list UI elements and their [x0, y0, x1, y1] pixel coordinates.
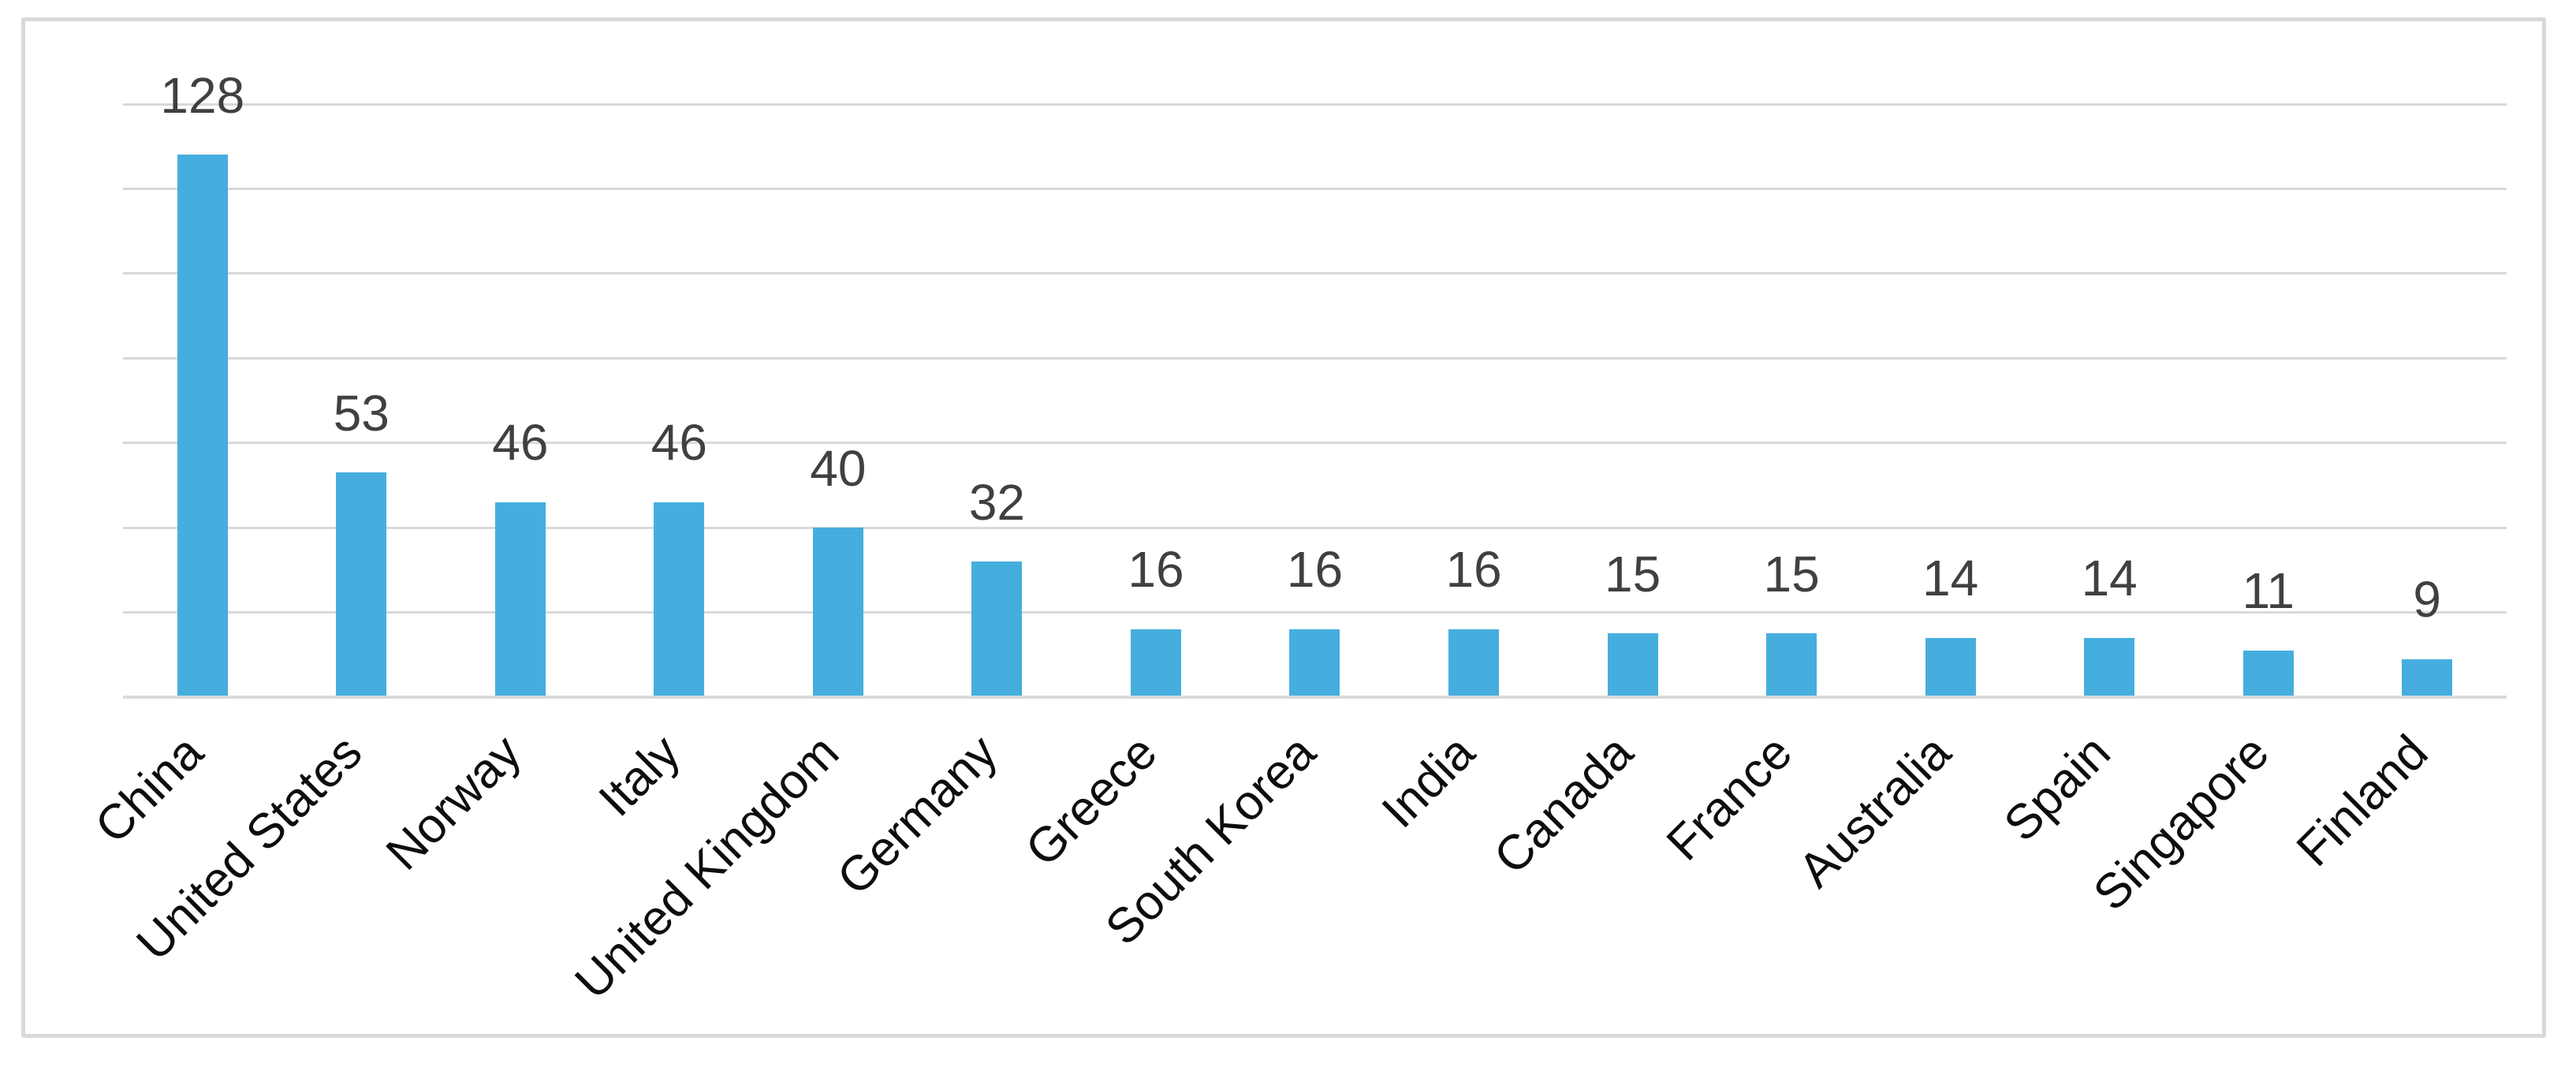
- bar-germany[interactable]: [971, 561, 1023, 697]
- category-slot-france: 15: [1712, 104, 1871, 697]
- gridline-120: [123, 187, 2507, 190]
- value-label-united-kingdom: 40: [810, 439, 867, 497]
- category-slot-china: 128: [123, 67, 282, 697]
- value-label-greece: 16: [1128, 541, 1184, 599]
- x-axis-label-text: Finland: [2286, 725, 2439, 877]
- bar-canada[interactable]: [1607, 633, 1658, 697]
- x-axis-label-canada: Canada: [1434, 725, 1643, 884]
- gridline-80: [123, 356, 2507, 360]
- bar-united-kingdom[interactable]: [812, 528, 863, 697]
- bar-singapore[interactable]: [2242, 650, 2294, 697]
- value-label-italy: 46: [651, 414, 707, 472]
- bar-united-states[interactable]: [336, 472, 387, 697]
- gridline-20: [123, 611, 2507, 614]
- chart-frame: 128 53 46 46 40 32 16 16 16 15 15 14 14 11 9 China Unit…: [21, 17, 2546, 1038]
- gridline-100: [123, 272, 2507, 275]
- category-slot-south-korea: 16: [1236, 104, 1395, 697]
- bar-italy[interactable]: [654, 502, 705, 697]
- category-slot-italy: 46: [600, 104, 759, 697]
- category-slot-greece: 16: [1076, 104, 1236, 697]
- category-slot-canada: 15: [1553, 104, 1713, 697]
- x-axis-label-germany: Germany: [769, 725, 1008, 905]
- x-axis-label-australia: Australia: [1733, 725, 1961, 897]
- value-label-china: 128: [160, 66, 245, 124]
- x-axis-label-finland: Finland: [2240, 725, 2439, 877]
- value-label-united-states: 53: [333, 384, 390, 442]
- category-slot-united-kingdom: 40: [759, 104, 918, 697]
- x-axis-label-india: India: [1341, 725, 1485, 838]
- x-axis-label-south-korea: South Korea: [1016, 725, 1326, 956]
- bar-france[interactable]: [1766, 633, 1817, 697]
- category-slot-finland: 9: [2347, 104, 2507, 697]
- bar-china[interactable]: [177, 155, 228, 697]
- bar-australia[interactable]: [1925, 637, 1976, 697]
- bar-south-korea[interactable]: [1289, 629, 1340, 697]
- value-label-canada: 15: [1604, 545, 1661, 603]
- value-label-norway: 46: [492, 414, 549, 472]
- category-slot-spain: 14: [2030, 104, 2189, 697]
- value-label-germany: 32: [968, 473, 1026, 531]
- value-label-france: 15: [1763, 545, 1820, 603]
- gridline-60: [123, 442, 2507, 445]
- value-label-australia: 14: [1922, 550, 1979, 607]
- bar-greece[interactable]: [1130, 629, 1181, 697]
- x-axis-label-united-kingdom: United Kingdom: [464, 725, 849, 1009]
- bar-india[interactable]: [1448, 629, 1500, 697]
- x-axis-label-text: Australia: [1788, 725, 1962, 898]
- category-slot-australia: 14: [1871, 104, 2030, 697]
- category-slot-germany: 32: [918, 104, 1077, 697]
- value-label-singapore: 11: [2242, 562, 2295, 620]
- bar-finland[interactable]: [2402, 658, 2453, 697]
- x-axis-label-singapore: Singapore: [2019, 725, 2280, 921]
- bar-norway[interactable]: [494, 502, 546, 697]
- x-axis-line: [123, 696, 2507, 699]
- bar-spain[interactable]: [2084, 637, 2135, 697]
- category-slot-india: 16: [1394, 104, 1553, 697]
- value-label-south-korea: 16: [1286, 541, 1344, 599]
- x-axis-label-text: South Korea: [1095, 725, 1326, 956]
- category-slot-united-states: 53: [282, 104, 442, 697]
- value-label-spain: 14: [2081, 550, 2138, 607]
- gridline-140: [123, 103, 2507, 106]
- value-label-finland: 9: [2413, 571, 2442, 629]
- value-label-india: 16: [1445, 541, 1502, 599]
- plot-area: 128 53 46 46 40 32 16 16 16 15 15 14 14 11 9: [123, 67, 2507, 699]
- category-slot-norway: 46: [441, 104, 600, 697]
- gridline-40: [123, 526, 2507, 529]
- x-axis-label-united-states: United States: [41, 725, 372, 971]
- category-slot-singapore: 11: [2189, 104, 2348, 697]
